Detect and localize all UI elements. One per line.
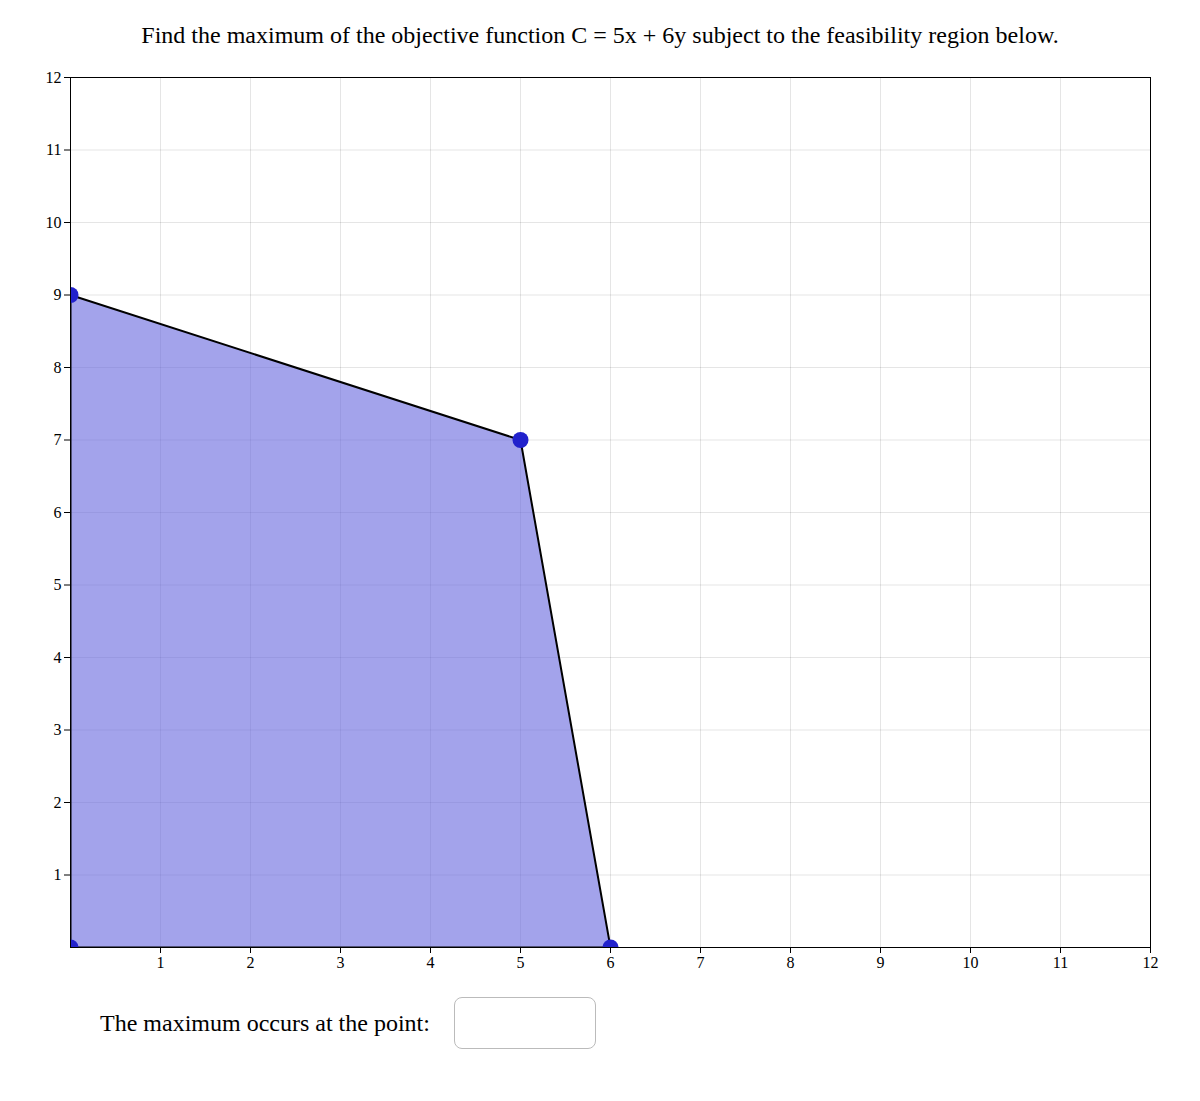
svg-text:2: 2 (54, 794, 62, 811)
svg-text:6: 6 (54, 504, 62, 521)
svg-text:3: 3 (337, 954, 345, 971)
html-text:The maximum occurs at the poin: The maximum occurs at the point: (100, 1009, 430, 1036)
svg-text:10: 10 (46, 214, 62, 231)
html-text:Find the maximum of the object: Find the maximum of the objective functi… (141, 22, 1059, 48)
svg-text:8: 8 (54, 359, 62, 376)
svg-text:5: 5 (54, 576, 62, 593)
svg-text:4: 4 (54, 649, 62, 666)
svg-text:2: 2 (247, 954, 255, 971)
svg-text:1: 1 (54, 866, 62, 883)
svg-text:9: 9 (54, 286, 62, 303)
svg-text:4: 4 (427, 954, 435, 971)
svg-text:9: 9 (877, 954, 885, 971)
svg-text:7: 7 (54, 431, 62, 448)
svg-text:3: 3 (54, 721, 62, 738)
svg-text:1: 1 (157, 954, 165, 971)
svg-text:6: 6 (607, 954, 615, 971)
svg-text:5: 5 (517, 954, 525, 971)
svg-text:10: 10 (963, 954, 979, 971)
svg-text:7: 7 (697, 954, 705, 971)
svg-text:8: 8 (787, 954, 795, 971)
svg-text:11: 11 (1053, 954, 1068, 971)
svg-text:12: 12 (46, 69, 62, 86)
svg-text:11: 11 (46, 141, 61, 158)
svg-text:12: 12 (1143, 954, 1159, 971)
